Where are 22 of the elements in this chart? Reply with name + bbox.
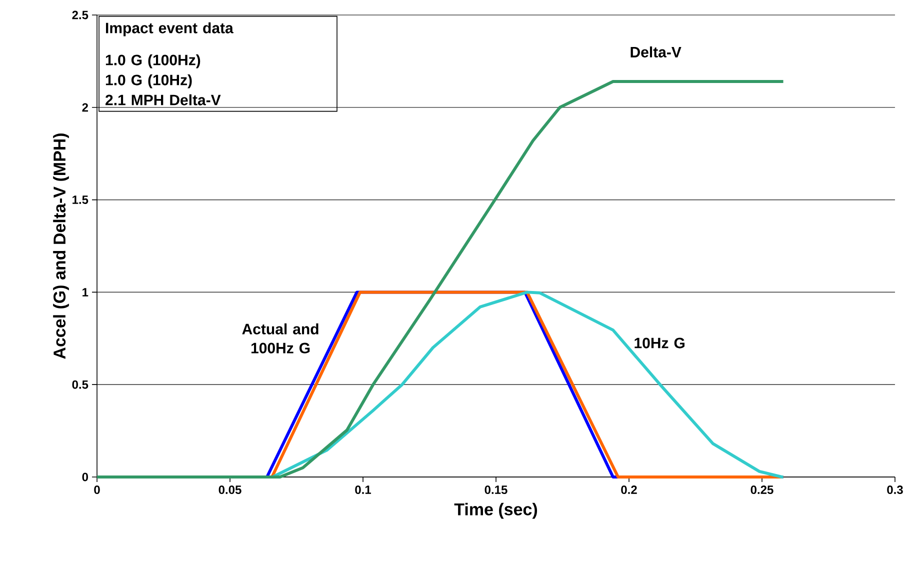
x-tick-label: 0 bbox=[94, 486, 100, 494]
annotation: Impact event data bbox=[106, 22, 234, 36]
x-tick-label: 0.1 bbox=[355, 486, 372, 494]
annotation: 1.0 G (10Hz) bbox=[106, 74, 192, 88]
y-tick-label: 1 bbox=[82, 288, 88, 296]
y-tick-label: 0 bbox=[82, 472, 88, 482]
y-tick-label: 2.5 bbox=[72, 10, 88, 20]
x-tick-label: 0.2 bbox=[621, 486, 637, 494]
y-tick-label: 0.5 bbox=[72, 380, 88, 389]
y-tick-label: 1.5 bbox=[72, 196, 88, 204]
annotation: Actual and 100Hz G bbox=[242, 323, 318, 354]
x-tick-label: 0.25 bbox=[750, 486, 774, 494]
annotation: Delta-V bbox=[630, 46, 682, 58]
x-tick-label: 0.05 bbox=[218, 486, 242, 494]
x-tick-label: 0.15 bbox=[484, 486, 508, 494]
annotation: 1.0 G (100Hz) bbox=[106, 54, 200, 68]
x-tick-label: 0.3 bbox=[887, 486, 903, 494]
annotation: 10Hz G bbox=[634, 338, 684, 348]
y-axis-title: Accel (G) and Delta-V (MPH) bbox=[53, 134, 69, 359]
y-tick-label: 2 bbox=[82, 103, 88, 112]
annotation: 2.1 MPH Delta-V bbox=[106, 94, 221, 106]
x-axis-title: Time (sec) bbox=[454, 502, 538, 519]
